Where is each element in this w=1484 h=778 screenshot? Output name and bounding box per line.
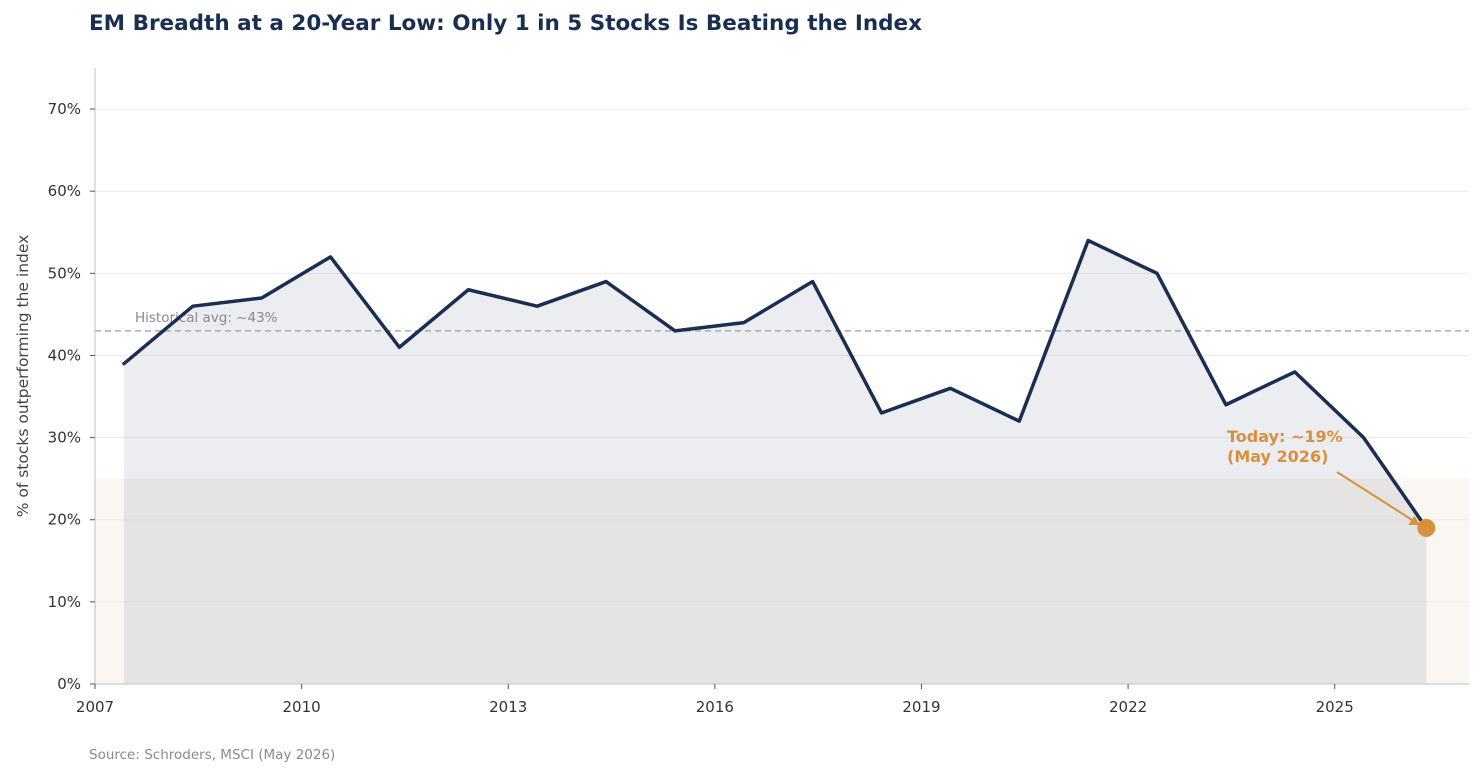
annotation-label: (May 2026) <box>1227 447 1328 466</box>
source-note: Source: Schroders, MSCI (May 2026) <box>89 747 336 763</box>
y-tick-label: 40% <box>48 346 81 364</box>
x-tick-label: 2007 <box>76 698 114 716</box>
latest-point-marker <box>1417 518 1436 537</box>
annotation-label: Today: ~19% <box>1227 427 1343 446</box>
x-tick-label: 2019 <box>902 698 940 716</box>
y-tick-label: 50% <box>48 264 81 282</box>
y-tick-label: 70% <box>48 100 81 118</box>
low-breadth-zone <box>95 478 1469 684</box>
x-tick-label: 2013 <box>489 698 527 716</box>
historical-average-label: Historical avg: ~43% <box>135 310 278 326</box>
y-tick-label: 10% <box>48 593 81 611</box>
series-area <box>123 240 1427 685</box>
x-tick-label: 2016 <box>696 698 734 716</box>
x-tick-label: 2010 <box>283 698 321 716</box>
y-axis-label: % of stocks outperforming the index <box>14 235 32 518</box>
x-tick-label: 2025 <box>1316 698 1354 716</box>
annotation-arrow <box>1336 471 1419 525</box>
x-tick-label: 2022 <box>1109 698 1147 716</box>
y-tick-label: 0% <box>57 675 81 693</box>
y-tick-label: 20% <box>48 511 81 529</box>
chart-title: EM Breadth at a 20-Year Low: Only 1 in 5… <box>89 11 922 36</box>
y-tick-label: 60% <box>48 182 81 200</box>
y-tick-label: 30% <box>48 429 81 447</box>
series-line <box>122 238 1429 530</box>
annotation-arrowhead <box>1408 515 1421 525</box>
